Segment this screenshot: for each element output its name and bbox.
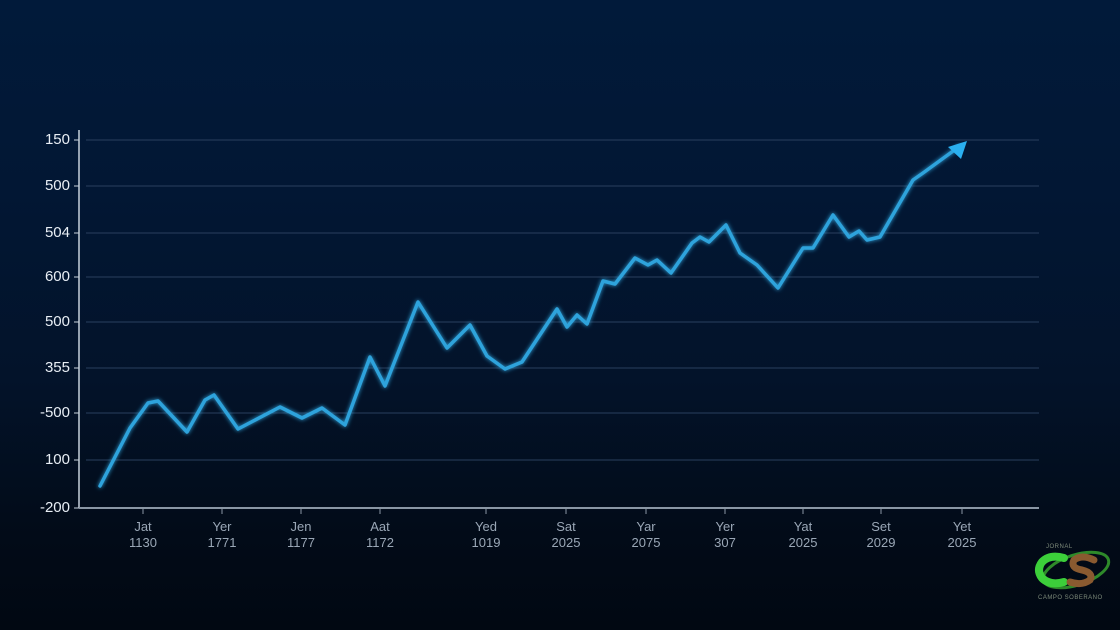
x-tick-label: Yed 1019 [471, 519, 501, 550]
jornal-campo-soberano-logo: JORNAL CAMPO SOBERANO [1030, 540, 1114, 604]
y-tick-label: -500 [39, 404, 70, 421]
y-tick-label: 600 [44, 268, 70, 285]
gridlines [74, 139, 1039, 509]
x-tick-label: Sat 2025 [551, 519, 581, 550]
x-tick-label: Set 2029 [866, 519, 896, 550]
logo-top-text: JORNAL [1046, 544, 1073, 550]
y-tick-label: 100 [44, 451, 70, 468]
x-tick-label: Jen 1177 [287, 519, 315, 550]
x-tick-label: Yer 307 [714, 519, 736, 550]
y-tick-label: 500 [44, 177, 70, 194]
x-tick-label: Yar 2075 [631, 519, 661, 550]
arrow-up-right-icon [948, 141, 967, 159]
y-tick-label: -200 [39, 499, 70, 516]
y-tick-label: 504 [44, 224, 70, 241]
x-tick-label: Yet 2025 [947, 519, 977, 550]
y-tick-label: 500 [44, 313, 70, 330]
x-tick-marks [142, 508, 963, 514]
cs-logo-icon [1035, 550, 1111, 590]
x-tick-label: Aat 1172 [366, 519, 394, 550]
logo-bottom-text: CAMPO SOBERANO [1038, 595, 1103, 601]
y-tick-label: 150 [44, 131, 70, 148]
y-tick-label: 355 [44, 359, 70, 376]
x-tick-label: Jat 1130 [129, 519, 157, 550]
x-tick-label: Yat 2025 [788, 519, 818, 550]
trend-line [98, 144, 962, 488]
x-tick-label: Yer 1771 [207, 519, 237, 550]
